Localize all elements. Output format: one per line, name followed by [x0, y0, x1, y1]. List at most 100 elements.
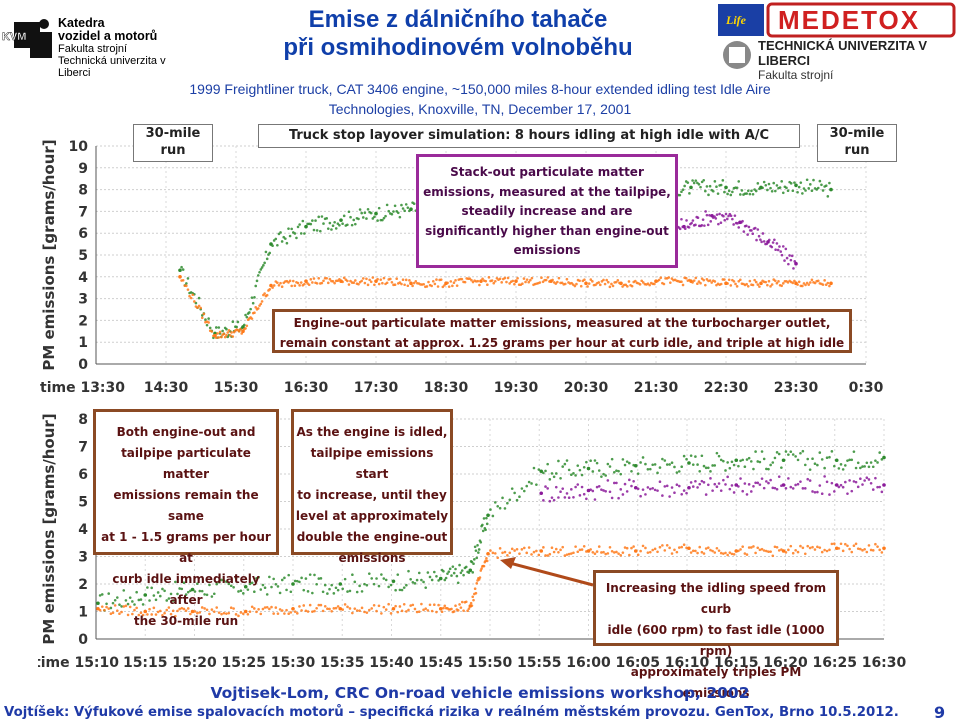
x-tick-label: 18:30 — [424, 380, 469, 396]
data-point — [474, 549, 478, 552]
data-point — [636, 487, 640, 491]
data-point — [773, 456, 777, 460]
data-point — [610, 496, 614, 500]
data-point — [384, 608, 388, 611]
data-point — [816, 490, 819, 494]
data-point — [638, 283, 642, 286]
data-point — [586, 549, 591, 553]
x-tick-label: 15:25 — [221, 655, 266, 671]
data-point — [460, 277, 464, 281]
data-point — [361, 277, 365, 280]
data-point — [148, 607, 151, 611]
data-point — [865, 461, 869, 465]
data-point — [678, 227, 682, 231]
x-tick-label: 16:25 — [812, 655, 857, 671]
data-point — [295, 579, 299, 583]
data-point — [639, 494, 642, 498]
data-point — [253, 311, 256, 315]
data-point — [484, 279, 488, 283]
data-point — [293, 579, 297, 583]
data-point — [398, 215, 402, 219]
data-point — [769, 186, 772, 190]
data-point — [304, 577, 308, 580]
data-point — [122, 589, 126, 592]
data-point — [754, 481, 757, 485]
data-point — [508, 551, 512, 555]
data-point — [787, 262, 790, 266]
data-point — [567, 496, 571, 500]
data-point — [309, 222, 313, 226]
data-point — [363, 610, 366, 614]
data-point — [190, 609, 195, 614]
data-point — [698, 470, 702, 473]
data-point — [685, 219, 688, 222]
data-point — [776, 248, 780, 252]
data-point — [687, 485, 691, 490]
data-point — [641, 544, 645, 548]
data-point — [501, 496, 504, 500]
data-point — [381, 218, 384, 222]
data-point — [342, 214, 346, 218]
data-point — [231, 335, 235, 338]
data-point — [801, 449, 805, 453]
data-point — [105, 602, 108, 606]
data-point — [869, 481, 873, 485]
data-point — [500, 281, 503, 284]
x-tick-label: 21:30 — [634, 380, 679, 396]
y-tick-label: 2 — [78, 313, 88, 329]
data-point — [107, 592, 111, 595]
data-point — [644, 546, 647, 550]
data-point — [390, 212, 394, 216]
data-point — [152, 594, 156, 597]
data-point — [321, 609, 325, 613]
data-point — [443, 604, 447, 608]
data-point — [313, 573, 316, 577]
data-point — [276, 612, 280, 615]
data-point — [760, 450, 764, 453]
data-point — [338, 223, 341, 227]
data-point — [687, 226, 691, 229]
data-point — [299, 232, 303, 235]
data-point — [284, 237, 287, 240]
data-point — [662, 282, 666, 286]
data-point — [678, 193, 682, 197]
data-point — [610, 549, 614, 553]
data-point — [871, 549, 875, 552]
data-point — [287, 227, 290, 230]
data-point — [586, 466, 591, 471]
y-tick-label: 0 — [78, 357, 88, 373]
data-point — [250, 317, 254, 320]
data-point — [769, 550, 772, 553]
annotation-bottom-line: remain constant at approx. 1.25 grams pe… — [279, 336, 845, 350]
data-point — [687, 546, 691, 551]
data-point — [482, 564, 486, 568]
data-point — [756, 228, 760, 231]
data-point — [141, 613, 145, 617]
data-point — [394, 588, 397, 592]
data-point — [363, 211, 367, 215]
data-point — [597, 469, 601, 472]
data-point — [781, 549, 786, 553]
data-point — [176, 592, 179, 596]
data-point — [610, 457, 614, 461]
data-point — [724, 483, 727, 486]
data-point — [777, 549, 781, 552]
data-point — [268, 251, 272, 255]
data-point — [298, 284, 301, 287]
data-point — [331, 224, 335, 228]
data-point — [670, 461, 674, 465]
data-point — [527, 546, 531, 549]
data-point — [135, 590, 138, 594]
data-point — [591, 551, 595, 554]
data-point — [771, 461, 775, 464]
data-point — [737, 549, 740, 553]
data-point — [165, 608, 169, 612]
data-point — [692, 181, 696, 185]
data-point — [203, 593, 206, 596]
annotation-right-line: approximately triples PM emissions — [630, 665, 802, 700]
data-point — [243, 584, 248, 589]
data-point — [369, 280, 373, 284]
tul-text: TECHNICKÁ UNIVERZITA V LIBERCI Fakulta s… — [758, 38, 959, 82]
data-point — [375, 609, 378, 613]
annotation-bottom-line: Engine-out particulate matter emissions,… — [293, 316, 831, 330]
